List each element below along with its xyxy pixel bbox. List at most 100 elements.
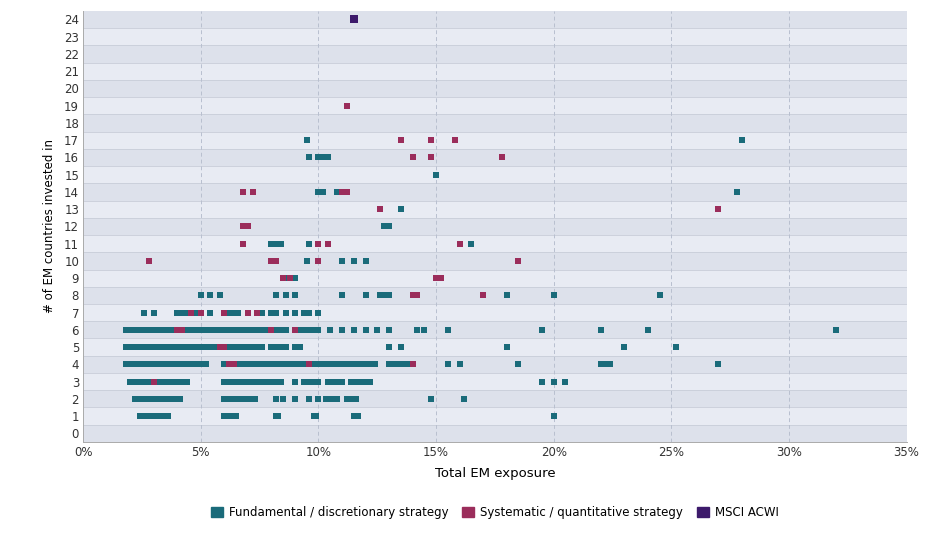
Point: [730, 188, 745, 196]
Bar: [83, 304, 906, 321]
Point: [405, 360, 420, 369]
Point: [475, 291, 490, 300]
Point: [352, 412, 366, 420]
Point: [212, 291, 227, 300]
Point: [264, 377, 278, 386]
Point: [175, 360, 190, 369]
Point: [393, 136, 408, 144]
Point: [170, 360, 185, 369]
Point: [535, 377, 549, 386]
Point: [288, 360, 302, 369]
Point: [123, 377, 138, 386]
Point: [175, 326, 190, 334]
Point: [128, 377, 142, 386]
Bar: [83, 45, 906, 63]
Point: [151, 395, 166, 403]
Point: [302, 360, 316, 369]
Point: [167, 395, 182, 403]
Point: [372, 291, 387, 300]
Point: [132, 343, 147, 351]
Point: [339, 101, 354, 110]
Point: [335, 377, 350, 386]
Point: [166, 343, 180, 351]
Point: [203, 308, 217, 317]
Point: [175, 343, 190, 351]
Point: [240, 308, 255, 317]
Point: [339, 188, 354, 196]
Point: [344, 377, 359, 386]
Point: [146, 360, 161, 369]
Point: [224, 412, 239, 420]
Bar: [83, 97, 906, 114]
Point: [363, 360, 377, 369]
Point: [123, 326, 138, 334]
Point: [558, 377, 573, 386]
Point: [278, 274, 293, 282]
Point: [434, 274, 449, 282]
Point: [236, 343, 251, 351]
Point: [240, 308, 255, 317]
Bar: [83, 407, 906, 425]
Point: [276, 395, 290, 403]
Point: [222, 360, 237, 369]
Point: [142, 395, 156, 403]
Bar: [83, 235, 906, 252]
Point: [424, 136, 438, 144]
Point: [227, 377, 241, 386]
Point: [358, 291, 373, 300]
Point: [193, 291, 208, 300]
Point: [158, 395, 173, 403]
Point: [175, 326, 190, 334]
Point: [227, 343, 241, 351]
Point: [236, 222, 251, 231]
Point: [170, 326, 185, 334]
Point: [155, 377, 170, 386]
Point: [302, 326, 316, 334]
Point: [217, 308, 232, 317]
Point: [306, 377, 321, 386]
Point: [315, 153, 330, 162]
Point: [353, 360, 368, 369]
Point: [358, 377, 373, 386]
Point: [212, 343, 227, 351]
Point: [155, 360, 170, 369]
Point: [236, 188, 251, 196]
Point: [382, 360, 397, 369]
Point: [405, 153, 420, 162]
Point: [264, 257, 278, 265]
Point: [172, 377, 187, 386]
Point: [511, 257, 525, 265]
Point: [376, 222, 391, 231]
Point: [452, 239, 467, 248]
Point: [132, 412, 147, 420]
Point: [250, 377, 265, 386]
Point: [358, 360, 373, 369]
Point: [269, 308, 284, 317]
Point: [457, 395, 472, 403]
Point: [344, 360, 359, 369]
Point: [274, 360, 289, 369]
Point: [179, 308, 194, 317]
Point: [142, 360, 156, 369]
Point: [264, 326, 278, 334]
Point: [227, 360, 241, 369]
Point: [311, 395, 326, 403]
Point: [335, 291, 350, 300]
Point: [250, 308, 265, 317]
Point: [236, 377, 251, 386]
Point: [382, 326, 397, 334]
Point: [170, 326, 185, 334]
Point: [288, 291, 302, 300]
Point: [142, 412, 156, 420]
Point: [142, 257, 156, 265]
Point: [254, 326, 269, 334]
Point: [428, 170, 443, 179]
Point: [547, 291, 561, 300]
Point: [387, 360, 401, 369]
Point: [669, 343, 684, 351]
Point: [320, 239, 335, 248]
Point: [166, 377, 180, 386]
Point: [323, 395, 338, 403]
Point: [330, 395, 345, 403]
Point: [166, 395, 180, 403]
